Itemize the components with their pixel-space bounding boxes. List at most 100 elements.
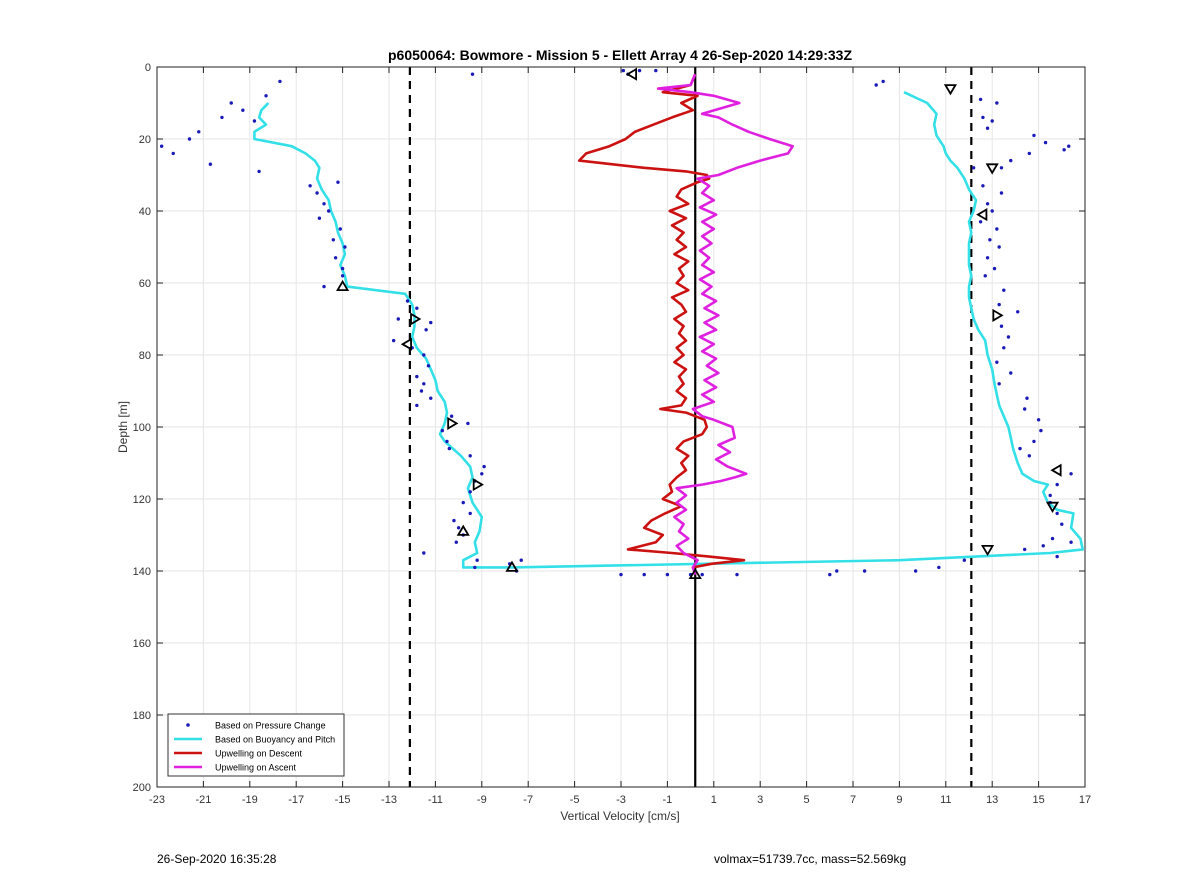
pressure-change-point	[881, 79, 885, 84]
pressure-change-point	[1027, 151, 1032, 156]
turn-marker	[688, 567, 702, 579]
x-tick-label: -13	[381, 794, 397, 806]
x-tick-label: 3	[757, 794, 763, 806]
pressure-change-point	[322, 284, 326, 289]
turn-marker	[456, 524, 470, 536]
turn-marker	[1050, 463, 1062, 477]
pressure-change-point	[338, 227, 342, 231]
x-tick-label: -5	[570, 794, 580, 806]
axes: -23 -21 -19 -17 -15 -13 -11 -9 -7 -5 -3 -1 1 3 5 7 9 11 13…	[133, 62, 1091, 806]
pressure-change-point	[619, 572, 623, 577]
pressure-change-point	[1025, 396, 1029, 400]
pressure-change-point	[343, 245, 347, 249]
plot-area	[159, 67, 1084, 787]
y-tick-label: 200	[133, 782, 151, 794]
pressure-change-point	[981, 184, 985, 188]
pressure-change-point	[333, 256, 338, 260]
pressure-change-point	[340, 274, 345, 278]
turn-marker	[400, 337, 412, 351]
pressure-change-point	[1036, 418, 1041, 422]
timestamp-text: 26-Sep-2020 16:35:28	[157, 852, 277, 866]
y-tick-label: 20	[139, 134, 151, 146]
pressure-change-point	[992, 266, 997, 271]
series-line-upwelling-on-ascent	[656, 73, 795, 575]
pressure-change-point	[985, 256, 990, 260]
pressure-change-point	[317, 216, 322, 220]
pressure-change-point	[241, 108, 245, 112]
pressure-change-point	[862, 569, 867, 573]
pressure-change-point	[874, 83, 878, 87]
pressure-change-point	[171, 151, 175, 156]
y-tick-label: 0	[145, 62, 151, 74]
pressure-change-point	[315, 191, 319, 195]
pressure-change-point	[1050, 536, 1055, 541]
pressure-change-point	[700, 572, 704, 577]
pressure-change-point	[440, 428, 445, 433]
x-tick-label: 5	[804, 794, 810, 806]
x-tick-label: 17	[1079, 794, 1091, 806]
pressure-change-point	[447, 446, 452, 451]
pressure-change-point	[519, 558, 523, 562]
pressure-change-point	[308, 184, 312, 188]
pressure-change-point	[278, 79, 282, 84]
pressure-change-point	[1055, 554, 1059, 559]
pressure-change-point	[461, 500, 465, 505]
x-tick-label: 15	[1032, 794, 1044, 806]
series-line-upwelling-on-descent	[577, 73, 746, 575]
x-tick-label: -19	[242, 794, 258, 806]
pressure-change-point	[978, 220, 983, 224]
pressure-change-point	[654, 68, 658, 73]
pressure-change-point	[452, 518, 456, 523]
pressure-change-point	[995, 227, 999, 231]
pressure-change-point	[1018, 446, 1022, 451]
y-axis-label: Depth [m]	[116, 401, 130, 453]
pressure-change-point	[997, 302, 1001, 307]
pressure-change-point	[454, 540, 458, 544]
pressure-change-point	[1032, 439, 1036, 444]
pressure-change-point	[1027, 454, 1032, 458]
pressure-change-point	[1048, 493, 1052, 498]
y-tick-label: 140	[133, 566, 151, 578]
x-tick-label: 7	[850, 794, 856, 806]
turn-marker	[985, 163, 999, 175]
x-axis-label: Vertical Velocity [cm/s]	[560, 809, 679, 823]
x-tick-label: -9	[477, 794, 487, 806]
pressure-change-point	[456, 526, 461, 530]
pressure-change-point	[1069, 540, 1073, 544]
pressure-change-point	[1006, 335, 1011, 339]
pressure-change-point	[1062, 148, 1066, 152]
pressure-change-point	[985, 126, 990, 130]
pressure-change-point	[642, 572, 646, 577]
turn-marker	[625, 67, 637, 81]
pressure-change-point	[1002, 346, 1006, 350]
pressure-change-point	[257, 169, 261, 174]
x-tick-label: 13	[986, 794, 998, 806]
x-tick-label: -3	[616, 794, 626, 806]
pressure-change-point	[470, 72, 475, 76]
y-tick-label: 80	[139, 350, 151, 362]
y-tick-label: 160	[133, 638, 151, 650]
pressure-change-point	[981, 115, 985, 120]
pressure-change-point	[962, 558, 967, 562]
pressure-change-point	[1069, 472, 1073, 476]
legend-label: Based on Pressure Change	[215, 721, 326, 731]
y-tick-label: 100	[133, 422, 151, 434]
pressure-change-point	[1055, 511, 1059, 516]
pressure-change-point	[1022, 547, 1027, 552]
pressure-change-point	[405, 299, 410, 303]
pressure-change-point	[445, 439, 449, 444]
legend-label: Upwelling on Descent	[215, 749, 303, 759]
pressure-change-point	[264, 94, 268, 98]
x-tick-label: 9	[896, 794, 902, 806]
pressure-change-point	[415, 403, 419, 408]
pressure-change-point	[988, 238, 992, 242]
pressure-change-point	[990, 209, 994, 213]
pressure-change-point	[326, 209, 331, 213]
turn-marker	[505, 560, 519, 572]
pressure-change-point	[396, 317, 400, 321]
x-tick-label: -15	[335, 794, 351, 806]
chart-title: p6050064: Bowmore - Mission 5 - Ellett A…	[388, 47, 852, 63]
pressure-change-point	[449, 414, 454, 418]
x-tick-label: -23	[149, 794, 165, 806]
